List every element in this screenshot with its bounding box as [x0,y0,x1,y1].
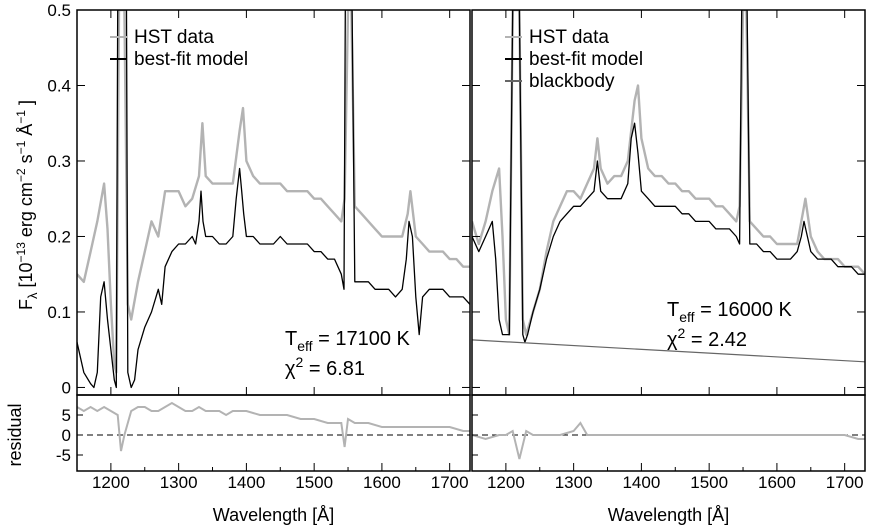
residual-line [472,421,865,460]
panel-1: 1200 1300 1400 1500 1600 1700 0 0.1 0.2 0.3 0.4 0.5… [47,1,471,525]
y-axis-label-main: F [16,299,36,310]
x-tick-label: 1600 [758,473,796,492]
panel-2: 1200 1300 1400 1500 1600 1700 HST databest-fit… [471,9,866,525]
y-tick-label: 0.2 [47,227,71,246]
y-tick-label: 0.3 [47,152,71,171]
residual-line [77,401,470,452]
legend-label: best-fit model [134,49,248,70]
residual-axes-frame [471,394,866,472]
svg-text:Fλ [10−13 erg cm−2 s−1 Å−1 ]: Fλ [10−13 erg cm−2 s−1 Å−1 ] [14,100,40,310]
legend-label: HST data [134,27,214,48]
y-tick-label: 0.5 [47,1,71,20]
teff-annotation: Teff = 17100 K [285,328,410,354]
x-tick-label: 1200 [92,473,130,492]
x-axis-label: Wavelength [Å] [213,505,334,525]
x-tick-label: 1700 [431,473,469,492]
x-tick-label: 1700 [826,473,864,492]
y-tick-label: 0.1 [47,303,71,322]
y-tick-label: 0.4 [47,76,71,95]
series-blackbody-line [472,339,865,363]
residual-axis-label: residual [5,403,25,466]
chi2-annotation: χ2 = 2.42 [667,325,747,351]
y-axis-label-sub: λ [25,292,40,299]
x-axis-label: Wavelength [Å] [608,505,729,525]
y-tick-label: 0 [62,378,71,397]
y-axis-label: Fλ [10−13 erg cm−2 s−1 Å−1 ] [14,100,40,310]
series-best-fit-model-line [472,10,865,343]
x-tick-label: 1200 [487,473,525,492]
series-hst-data-line [77,10,470,374]
x-tick-label: 1600 [363,473,401,492]
x-tick-label: 1400 [227,473,265,492]
teff-annotation: Teff = 16000 K [667,299,792,325]
x-tick-label: 1500 [295,473,333,492]
x-tick-label: 1300 [555,473,593,492]
legend-label: blackbody [529,71,615,92]
residual-axes-frame [76,394,471,472]
residual-y-tick-label: 0 [62,426,71,445]
series-hst-data-line [472,10,865,336]
legend-label: HST data [529,27,609,48]
legend-label: best-fit model [529,49,643,70]
residual-y-tick-label: -5 [56,446,71,465]
residual-y-tick-label: 5 [62,406,71,425]
chi2-annotation: χ2 = 6.81 [285,354,365,380]
series-best-fit-model-line [77,10,470,389]
x-tick-label: 1300 [160,473,198,492]
x-tick-label: 1500 [690,473,728,492]
x-tick-label: 1400 [622,473,660,492]
